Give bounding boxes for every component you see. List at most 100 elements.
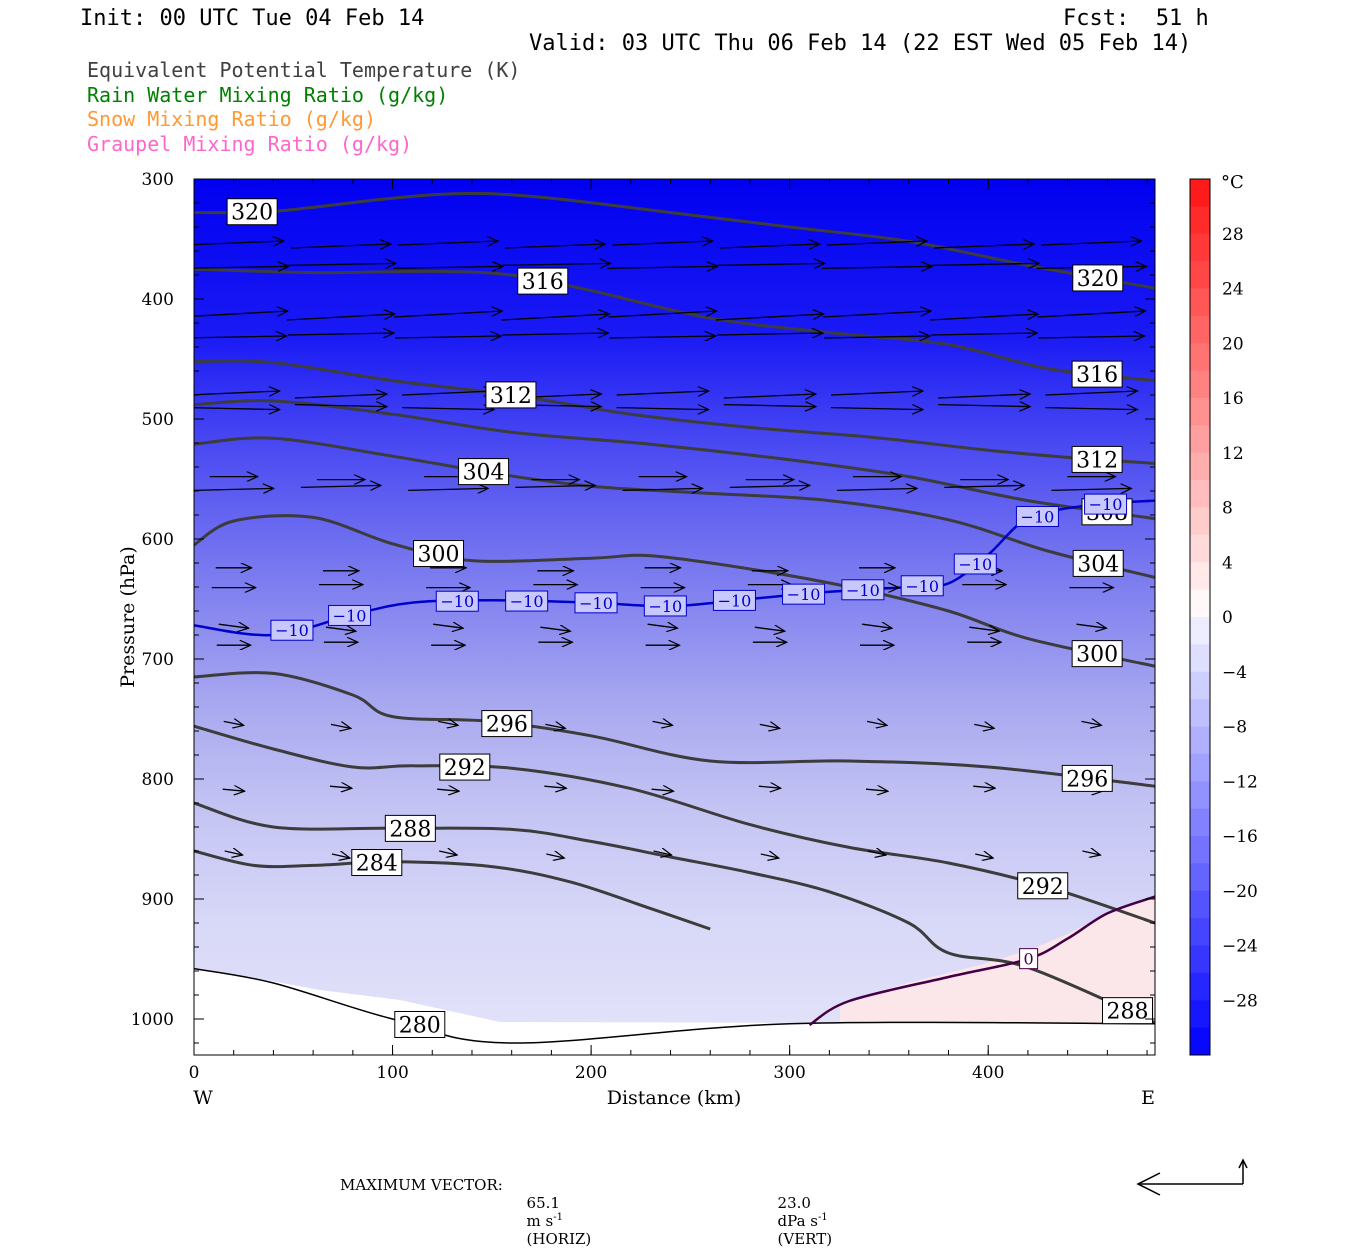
colorbar-band bbox=[1190, 562, 1210, 591]
y-tick-label: 700 bbox=[142, 650, 174, 670]
wind-vector bbox=[408, 488, 488, 490]
colorbar-tick-label: −24 bbox=[1222, 937, 1258, 957]
y-tick-label: 300 bbox=[142, 170, 174, 190]
max-vector-label: MAXIMUM VECTOR: bbox=[340, 1176, 503, 1194]
wind-vector bbox=[612, 241, 713, 245]
colorbar-band bbox=[1190, 617, 1210, 645]
wind-vector bbox=[393, 266, 503, 268]
y-tick-label: 900 bbox=[142, 890, 174, 910]
wind-vector bbox=[223, 721, 244, 725]
init-time: Init: 00 UTC Tue 04 Feb 14 bbox=[80, 6, 425, 31]
temp-label-box bbox=[505, 590, 549, 612]
valid-time: Valid: 03 UTC Thu 06 Feb 14 (22 EST Wed … bbox=[529, 31, 1192, 56]
colorbar-band bbox=[1190, 288, 1210, 317]
colorbar-tick-label: 8 bbox=[1222, 499, 1233, 519]
wind-vector bbox=[438, 721, 458, 725]
wind-vector bbox=[865, 789, 888, 791]
wind-vector bbox=[944, 485, 1024, 487]
wind-vector bbox=[1082, 851, 1100, 855]
contour-label-320: 320 bbox=[231, 201, 273, 226]
wind-vector bbox=[830, 391, 923, 395]
x-tick-label: 200 bbox=[575, 1063, 607, 1083]
colorbar-band bbox=[1190, 233, 1210, 262]
contour-label-316: 316 bbox=[1076, 363, 1118, 388]
wind-vector bbox=[831, 408, 923, 410]
colorbar-band bbox=[1190, 972, 1210, 1001]
colorbar-tick-label: −20 bbox=[1222, 882, 1258, 902]
wind-vector bbox=[647, 624, 678, 628]
wind-vector bbox=[290, 244, 391, 248]
wind-vector bbox=[837, 488, 917, 490]
horiz-tag: (HORIZ) bbox=[526, 1230, 592, 1248]
theta-e-contour-288 bbox=[194, 801, 1155, 1024]
wind-vector bbox=[1045, 391, 1137, 395]
wind-vector bbox=[861, 624, 892, 628]
y-tick-label: 800 bbox=[142, 770, 174, 790]
colorbar-band bbox=[1190, 1000, 1210, 1029]
legend-graupel: Graupel Mixing Ratio (g/kg) bbox=[87, 132, 413, 156]
contour-label-box bbox=[1071, 445, 1123, 473]
x-tick-label: 100 bbox=[376, 1063, 408, 1083]
wind-vector bbox=[433, 624, 463, 628]
y-tick-label: 500 bbox=[142, 410, 174, 430]
wind-vector bbox=[294, 394, 387, 398]
colorbar-band bbox=[1190, 315, 1210, 344]
wind-vector bbox=[929, 263, 1039, 265]
colorbar-band bbox=[1190, 452, 1210, 481]
contour-label-box bbox=[413, 540, 465, 568]
legend-theta-e: Equivalent Potential Temperature (K) bbox=[87, 58, 521, 82]
colorbar-band bbox=[1190, 808, 1210, 837]
colorbar-band bbox=[1190, 699, 1210, 727]
vert-tag: (VERT) bbox=[777, 1230, 833, 1248]
wind-vector bbox=[194, 336, 287, 338]
wind-vector bbox=[719, 244, 820, 248]
wind-vector bbox=[540, 627, 570, 631]
contour-label-304: 304 bbox=[1077, 552, 1119, 577]
wind-vector bbox=[194, 488, 274, 490]
temp-label-box bbox=[574, 592, 618, 614]
wind-vector bbox=[331, 854, 350, 858]
wind-vector bbox=[723, 394, 816, 398]
temp-label-box bbox=[953, 553, 997, 575]
contour-label-box bbox=[1071, 640, 1123, 668]
wind-vector bbox=[822, 266, 932, 268]
contour-label-box bbox=[517, 267, 569, 295]
wind-vector bbox=[716, 333, 823, 335]
wind-vector bbox=[515, 485, 595, 487]
colorbar-band bbox=[1190, 507, 1210, 536]
wind-vector bbox=[607, 266, 718, 268]
wind-vector bbox=[545, 724, 565, 728]
colorbar-tick-label: 0 bbox=[1222, 608, 1233, 628]
contour-label-288: 288 bbox=[389, 817, 431, 842]
theta-e-contour-280 bbox=[194, 967, 1155, 1044]
wind-vector bbox=[824, 336, 930, 338]
wind-vector bbox=[194, 266, 289, 268]
wind-vector bbox=[866, 721, 887, 725]
wind-vector bbox=[714, 263, 825, 265]
theta-e-contour-316 bbox=[194, 267, 1155, 383]
temp-label--10: −10 bbox=[958, 555, 992, 574]
theta-e-contour-320 bbox=[194, 191, 1155, 290]
wind-vector bbox=[398, 241, 498, 245]
colorbar-band bbox=[1190, 918, 1210, 946]
temp-label--10: −10 bbox=[333, 606, 367, 625]
vert-value: 23.0 bbox=[777, 1194, 811, 1212]
wind-vector bbox=[505, 244, 605, 248]
wind-vector bbox=[287, 333, 394, 335]
colorbar-tick-label: 20 bbox=[1222, 334, 1244, 354]
temp-label--10: −10 bbox=[440, 592, 474, 611]
wind-vector bbox=[760, 854, 779, 858]
colorbar-frame bbox=[1189, 178, 1211, 1056]
contour-label-296: 296 bbox=[1066, 767, 1108, 792]
theta-e-contour-304 bbox=[194, 436, 1155, 579]
temp-label-box bbox=[1019, 948, 1039, 970]
wind-vector bbox=[330, 724, 351, 728]
colorbar-band bbox=[1190, 206, 1210, 235]
theta-e-contour-296 bbox=[194, 671, 1155, 788]
colorbar-band bbox=[1190, 726, 1210, 755]
wind-vector bbox=[500, 263, 610, 265]
theta-e-contour-292 bbox=[194, 724, 1155, 925]
colorbar-band bbox=[1190, 644, 1210, 673]
temp-label-box bbox=[782, 583, 826, 605]
contour-label-box bbox=[394, 1010, 446, 1038]
